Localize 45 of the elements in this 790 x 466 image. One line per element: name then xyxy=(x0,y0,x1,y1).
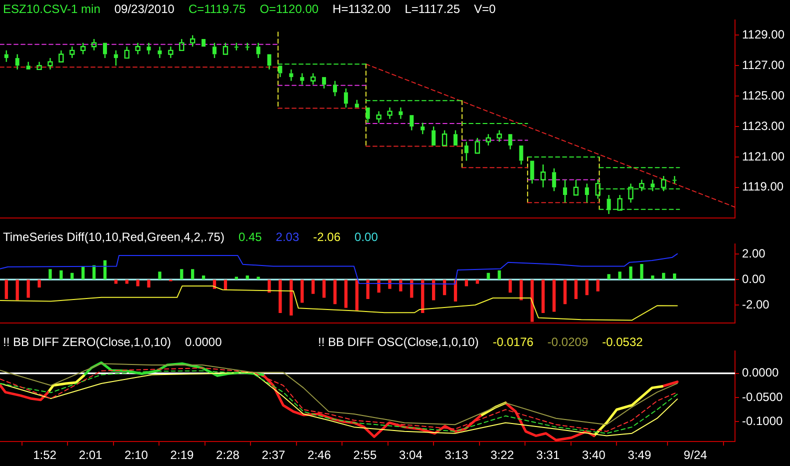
y-tick-label: 0.0000 xyxy=(742,366,780,380)
text: 09/23/2010 xyxy=(114,2,174,16)
x-tick-label: 3:49 xyxy=(628,448,652,462)
x-tick-label: 1:52 xyxy=(33,448,57,462)
annotation: 0.45 xyxy=(238,230,262,244)
annotation: 2.03 xyxy=(276,230,300,244)
text: O=1120.00 xyxy=(260,2,319,16)
text: C=1119.75 xyxy=(188,2,246,16)
x-tick-label: 9/24 xyxy=(684,448,708,462)
chart-title: TimeSeries Diff(10,10,Red,Green,4,2,.75) xyxy=(3,230,224,244)
y-tick-label: 0.00 xyxy=(742,272,766,286)
y-tick-label: 1123.00 xyxy=(742,118,785,133)
y-tick-label: 1119.00 xyxy=(742,180,784,194)
chart-title: ESZ10.CSV-1 min xyxy=(3,2,100,16)
y-tick-label: 1125.00 xyxy=(742,88,785,102)
x-tick-label: 3:40 xyxy=(582,448,606,462)
x-tick-label: 3:31 xyxy=(536,448,560,462)
x-tick-label: 3:13 xyxy=(444,448,468,462)
y-tick-label: -0.1000 xyxy=(742,414,784,428)
text: H=1132.00 xyxy=(332,2,391,16)
y-tick-label: 2.00 xyxy=(742,246,766,260)
chart-title: !! BB DIFF ZERO(Close,1,0,10) xyxy=(3,335,172,349)
y-tick-label: 1121.00 xyxy=(742,149,785,164)
x-tick-label: 2:28 xyxy=(216,448,240,462)
x-tick-label: 2:10 xyxy=(124,448,148,462)
y-tick-label: 1129.00 xyxy=(742,28,785,42)
x-tick-label: 2:19 xyxy=(170,448,194,462)
text: V=0 xyxy=(474,2,496,16)
y-tick-label: -0.0500 xyxy=(742,390,784,404)
text: 0.0000 xyxy=(185,335,222,349)
y-tick-label: 1127.00 xyxy=(742,58,785,72)
chart-subtitle: !! BB DIFF OSC(Close,1,0,10) xyxy=(318,335,479,349)
text: -0.0209 xyxy=(547,335,588,349)
text: -0.0176 xyxy=(492,335,534,349)
x-tick-label: 3:22 xyxy=(490,448,514,462)
annotation: -2.06 xyxy=(313,230,341,244)
text: -0.0532 xyxy=(602,335,643,349)
x-tick-label: 2:55 xyxy=(353,448,377,462)
y-tick-label: -2.00 xyxy=(742,297,770,312)
x-tick-label: 2:46 xyxy=(308,448,332,462)
x-tick-label: 2:37 xyxy=(262,448,286,462)
x-tick-label: 3:04 xyxy=(399,448,423,462)
text: L=1117.25 xyxy=(404,2,460,16)
x-tick-label: 2:01 xyxy=(78,448,102,462)
annotation: 0.00 xyxy=(354,230,378,244)
